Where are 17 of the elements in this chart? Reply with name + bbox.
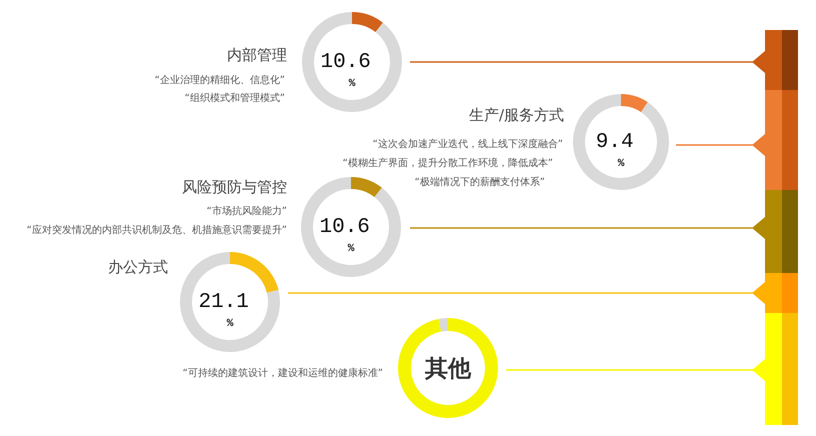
annotation: “市场抗风险能力” <box>206 206 287 217</box>
title: 其他 <box>425 356 471 382</box>
centre-figure: 10.6 % <box>320 216 370 255</box>
title: 风险预防与管控 <box>182 178 287 196</box>
annotation: “模糊生产界面，提升分散工作环境，降低成本” <box>342 158 553 169</box>
annotation: “极端情况下的薪酬支付体系” <box>414 177 545 188</box>
annotation: “组织模式和管理模式” <box>184 93 285 104</box>
annotation: “这次会加速产业迭代，线上线下深度融合” <box>372 139 563 150</box>
title: 办公方式 <box>108 258 168 276</box>
centre-figure: 21.1 % <box>198 291 249 330</box>
centre-figure: 9.4 % <box>596 131 634 170</box>
title: 内部管理 <box>227 46 287 64</box>
annotation: “应对突发情况的内部共识机制及危、机措施意识需要提升” <box>26 225 287 236</box>
annotation: “企业治理的精细化、信息化” <box>154 75 285 86</box>
annotation: “可持续的建筑设计，建设和运维的健康标准” <box>182 368 383 379</box>
centre-figure: 10.6 % <box>320 51 371 90</box>
title: 生产/服务方式 <box>468 106 564 124</box>
